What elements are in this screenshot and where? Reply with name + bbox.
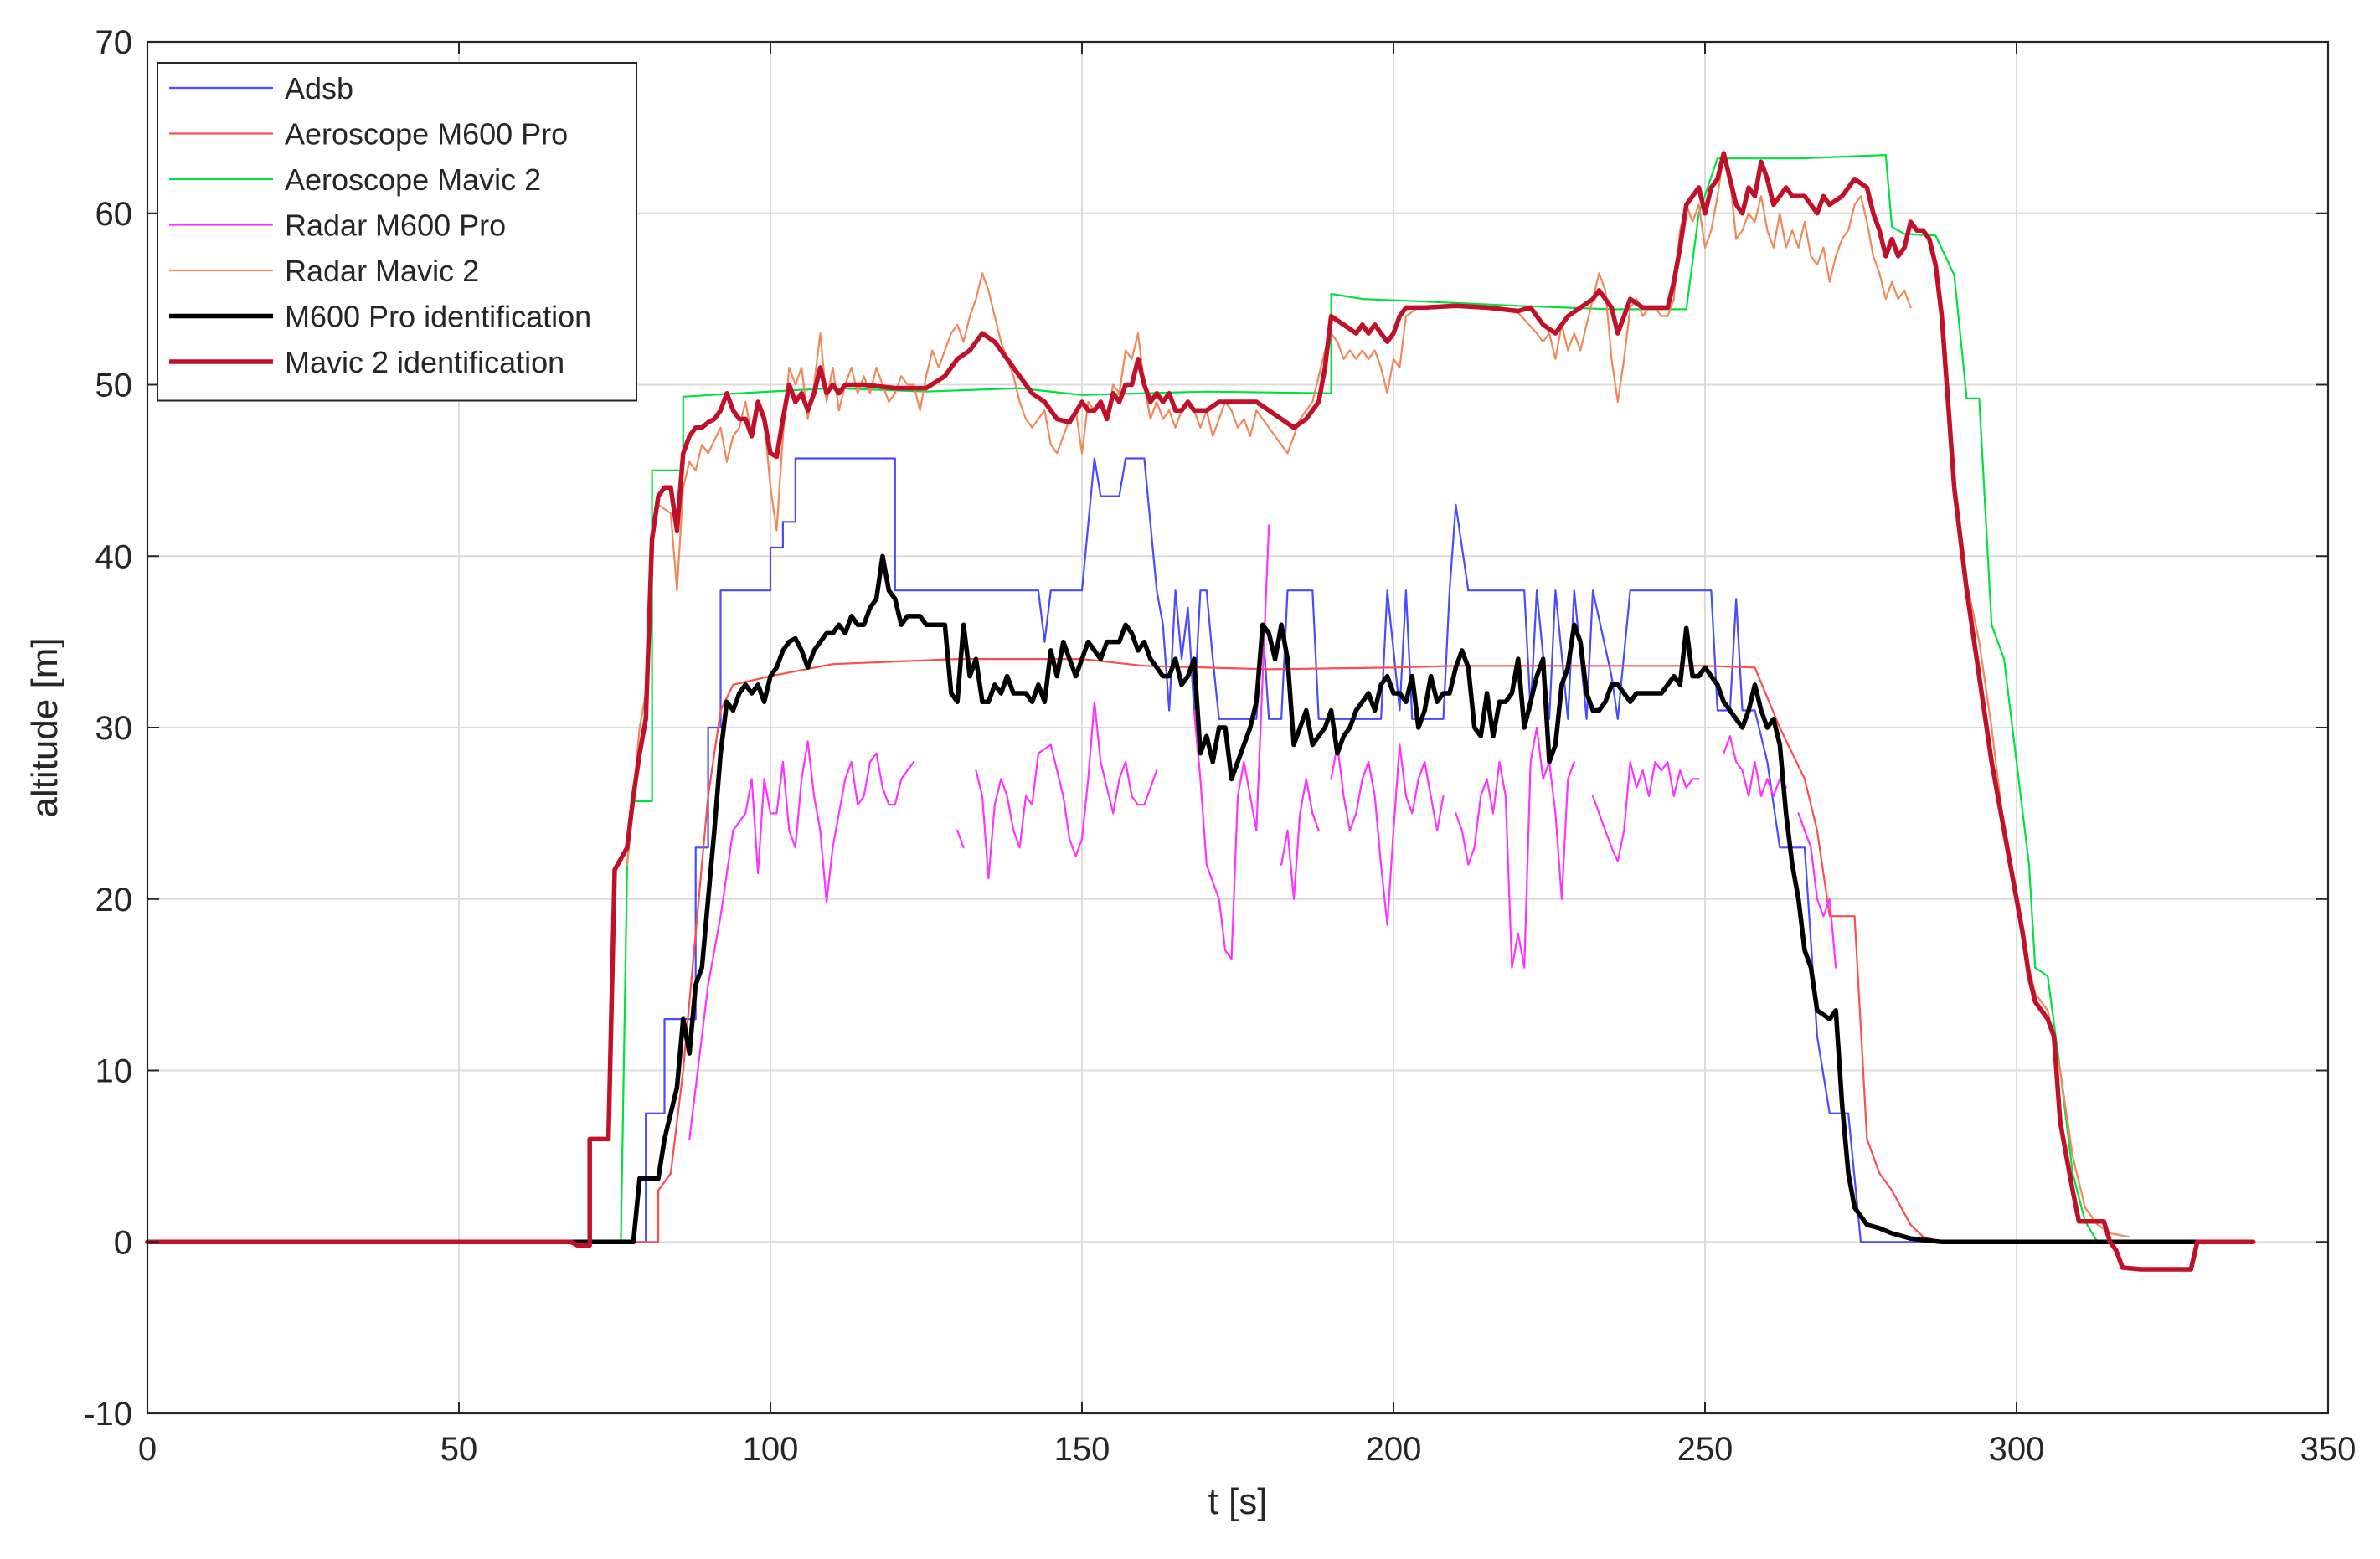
y-tick-label: 30 (95, 710, 133, 747)
y-axis-label: altitude [m] (24, 637, 65, 817)
x-tick-label: 100 (743, 1431, 799, 1468)
x-axis-label: t [s] (1208, 1481, 1268, 1522)
x-tick-label: 150 (1054, 1431, 1110, 1468)
y-tick-label: 50 (95, 368, 133, 404)
legend-entry-label: M600 Pro identification (285, 300, 591, 334)
series-layer (145, 151, 2256, 1272)
x-tick-label: 300 (1989, 1431, 2045, 1468)
y-tick-label: 60 (95, 196, 133, 233)
legend-entry-label: Aeroscope Mavic 2 (285, 162, 541, 197)
legend-entry-label: Aeroscope M600 Pro (285, 117, 568, 152)
series-line-radar-m600-pro (688, 524, 1837, 1140)
x-tick-label: 250 (1677, 1431, 1733, 1468)
legend-box (157, 62, 637, 402)
y-tick-label: 70 (95, 24, 133, 61)
x-tick-label: 200 (1366, 1431, 1422, 1468)
series-line-mavic-2-identification (145, 151, 2256, 1272)
series-line-m600-pro-identification (145, 553, 2206, 1245)
x-tick-label: 350 (2300, 1431, 2357, 1468)
x-tick-label: 50 (440, 1431, 478, 1468)
legend-entry-label: Adsb (285, 71, 353, 105)
legend-entry-label: Mavic 2 identification (285, 345, 564, 379)
legend: Adsb Aeroscope M600 Pro Aeroscope Mavic 2 R… (157, 62, 637, 402)
series-line-aeroscope-mavic-2 (146, 154, 2205, 1243)
legend-entry-label: Radar M600 Pro (285, 208, 506, 243)
legend-entry-label: Radar Mavic 2 (285, 254, 479, 288)
y-tick-label: 20 (95, 882, 133, 918)
y-tick-label: 10 (95, 1053, 133, 1090)
x-tick-label: 0 (138, 1431, 157, 1468)
y-tick-label: 0 (114, 1224, 132, 1261)
series-line-aeroscope-m600-pro (146, 658, 1943, 1243)
y-tick-label: -10 (84, 1396, 132, 1433)
y-tick-label: 40 (95, 538, 133, 575)
